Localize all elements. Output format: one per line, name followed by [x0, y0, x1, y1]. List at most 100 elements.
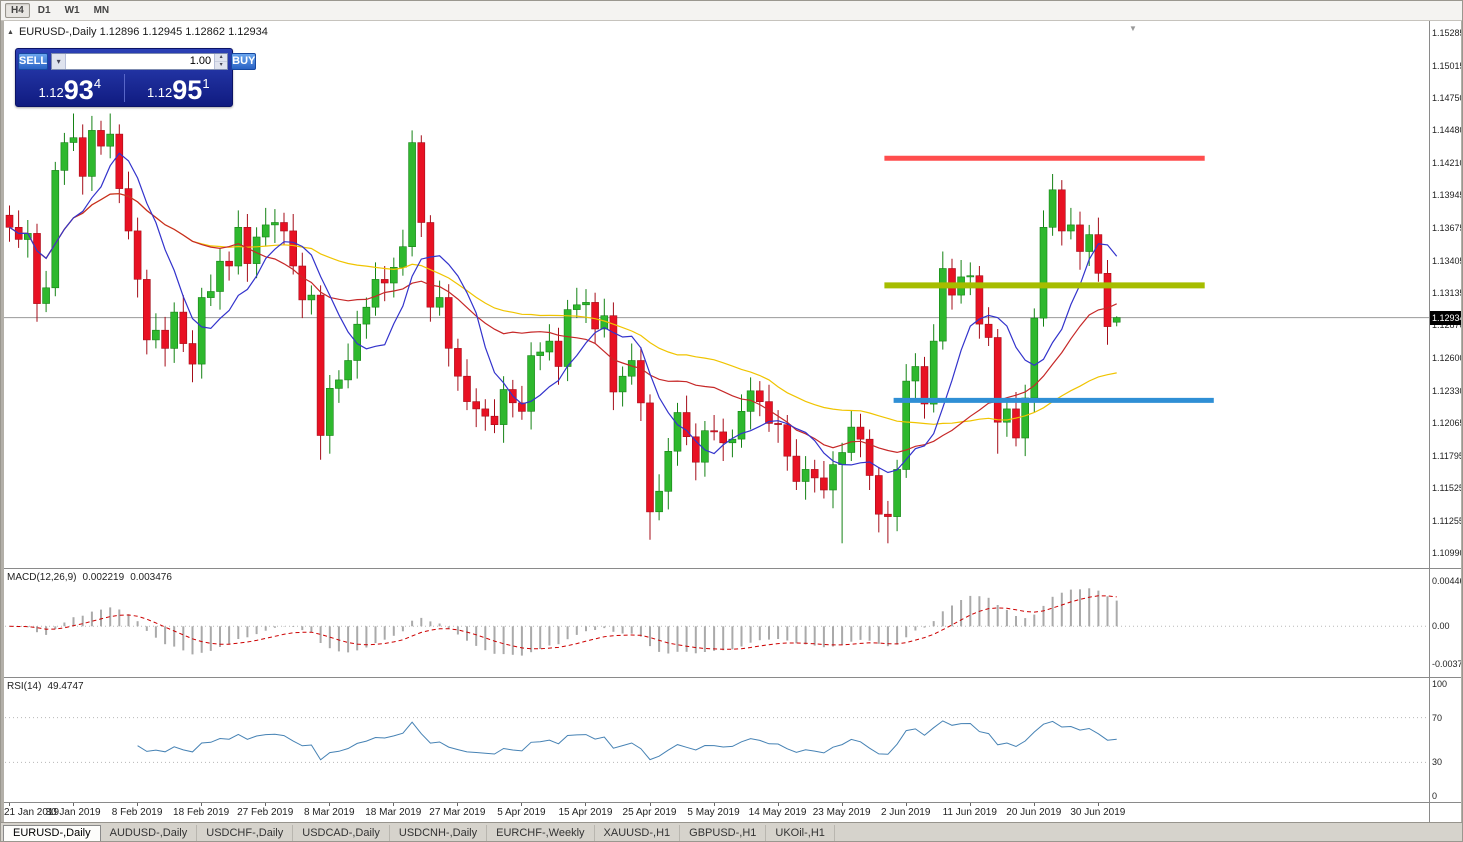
candle — [353, 323, 362, 361]
chart-shift-marker-icon[interactable]: ▼ — [1129, 24, 1137, 33]
candle — [362, 306, 371, 325]
time-axis-tick — [1033, 803, 1035, 806]
candle — [655, 490, 663, 513]
candle — [920, 366, 929, 405]
time-axis-label: 14 May 2019 — [748, 807, 807, 818]
price-axis-label: 1.11795 — [1432, 451, 1463, 461]
time-axis[interactable]: 21 Jan 2019 30 Jan 2019 8 Feb 2019 18 Feb 2… — [1, 803, 1429, 822]
candle — [289, 230, 298, 267]
sell-price-prefix: 1.12 — [38, 85, 64, 100]
candle — [984, 323, 993, 338]
time-axis-label: 15 Apr 2019 — [558, 807, 613, 818]
rsi-chart[interactable] — [1, 678, 1429, 802]
time-axis-tick — [137, 803, 139, 806]
tab-usdcnh-daily[interactable]: USDCNH-,Daily — [390, 824, 488, 841]
candle — [691, 436, 700, 463]
panel-separator[interactable] — [1, 677, 1462, 678]
timeframe-h4[interactable]: H4 — [5, 3, 30, 18]
timeframe-w1[interactable]: W1 — [64, 5, 80, 16]
candle — [701, 430, 709, 463]
candle — [527, 355, 535, 412]
candle — [856, 426, 865, 440]
candle — [902, 380, 911, 470]
one-click-trading-widget: SELL ▾ ▴ ▾ BUY 1.12934 — [15, 48, 257, 107]
candle — [975, 275, 984, 325]
candle — [106, 133, 114, 147]
buy-button[interactable]: BUY — [231, 52, 257, 70]
macd-panel[interactable]: MACD(12,26,9) 0.002219 0.003476 — [1, 569, 1429, 677]
volume-input[interactable] — [66, 53, 215, 69]
tab-ukoil-h1[interactable]: UKOil-,H1 — [766, 824, 835, 841]
candle — [243, 227, 252, 264]
time-axis-label: 23 May 2019 — [812, 807, 871, 818]
macd-value-signal: 0.003476 — [130, 572, 172, 583]
volume-dropdown-icon[interactable]: ▾ — [52, 53, 67, 69]
panel-separator[interactable] — [1, 568, 1462, 569]
candle — [454, 348, 462, 377]
time-axis-label: 27 Mar 2019 — [429, 807, 486, 818]
sell-price-display[interactable]: 1.12 93 4 — [16, 71, 124, 105]
tab-usdchf-daily[interactable]: USDCHF-,Daily — [197, 824, 294, 841]
candles-layer[interactable] — [5, 113, 1121, 544]
tab-usdcad-daily[interactable]: USDCAD-,Daily — [293, 824, 390, 841]
candle — [1021, 397, 1030, 439]
price-axis[interactable]: 1.15285 1.15015 1.14750 1.14480 1.14210 1.139… — [1429, 21, 1463, 822]
spinner-down-icon[interactable]: ▾ — [215, 61, 228, 69]
candle — [389, 267, 398, 284]
rsi-name: RSI(14) — [7, 681, 42, 692]
candle — [609, 315, 618, 393]
chart-workspace: ▲ EURUSD-,Daily 1.12896 1.12945 1.12862 … — [1, 21, 1463, 822]
volume-spinner[interactable]: ▴ ▾ — [214, 53, 228, 69]
candle — [51, 170, 60, 289]
candle — [582, 302, 590, 306]
candle — [60, 142, 69, 171]
candle — [408, 142, 416, 247]
price-axis-label: 1.12330 — [1432, 386, 1463, 396]
candle — [746, 390, 755, 412]
rsi-panel[interactable]: RSI(14) 49.4747 — [1, 678, 1429, 802]
tab-eurusd-daily[interactable]: EURUSD-,Daily — [3, 824, 101, 841]
window-edge-right — [1461, 21, 1462, 822]
price-axis-label: 1.10990 — [1432, 548, 1463, 558]
sell-button[interactable]: SELL — [18, 52, 49, 70]
time-axis-tick — [393, 803, 395, 806]
candle — [252, 236, 261, 264]
buy-price-display[interactable]: 1.12 95 1 — [125, 71, 233, 105]
macd-axis-label: 0.00 — [1432, 621, 1450, 631]
candle — [563, 309, 572, 367]
tab-audusd-daily[interactable]: AUDUSD-,Daily — [101, 824, 198, 841]
timeframe-d1[interactable]: D1 — [37, 5, 51, 16]
candle — [911, 366, 920, 382]
price-chart-panel[interactable]: ▲ EURUSD-,Daily 1.12896 1.12945 1.12862 … — [1, 21, 1429, 568]
spinner-up-icon[interactable]: ▴ — [215, 53, 228, 62]
candle — [893, 469, 901, 517]
time-axis-label: 5 May 2019 — [687, 807, 740, 818]
candle — [938, 268, 947, 342]
time-axis-tick — [713, 803, 715, 806]
macd-chart[interactable] — [1, 569, 1429, 677]
price-axis-label: 1.13675 — [1432, 223, 1463, 233]
candle — [444, 297, 453, 349]
candle — [710, 430, 718, 433]
collapse-arrow-icon[interactable]: ▲ — [7, 28, 14, 36]
candle — [161, 329, 169, 349]
candle — [33, 233, 41, 304]
candle — [197, 297, 206, 365]
time-axis-label: 8 Feb 2019 — [111, 807, 163, 818]
candle — [1085, 234, 1093, 252]
macd-value-main: 0.002219 — [82, 572, 125, 583]
time-axis-label: 25 Apr 2019 — [622, 807, 677, 818]
candle — [344, 360, 352, 381]
price-chart[interactable] — [1, 21, 1429, 568]
candle — [820, 477, 828, 491]
macd-name: MACD(12,26,9) — [7, 572, 77, 583]
timeframe-mn[interactable]: MN — [93, 5, 110, 16]
tab-xauusd-h1[interactable]: XAUUSD-,H1 — [595, 824, 681, 841]
buy-price-prefix: 1.12 — [146, 85, 173, 100]
candle — [838, 452, 846, 465]
tab-eurchf-weekly[interactable]: EURCHF-,Weekly — [487, 824, 595, 841]
tab-gbpusd-h1[interactable]: GBPUSD-,H1 — [680, 824, 767, 841]
price-axis-label: 1.11255 — [1432, 516, 1463, 526]
ma-line-8 — [9, 152, 1118, 474]
candle — [865, 438, 874, 476]
